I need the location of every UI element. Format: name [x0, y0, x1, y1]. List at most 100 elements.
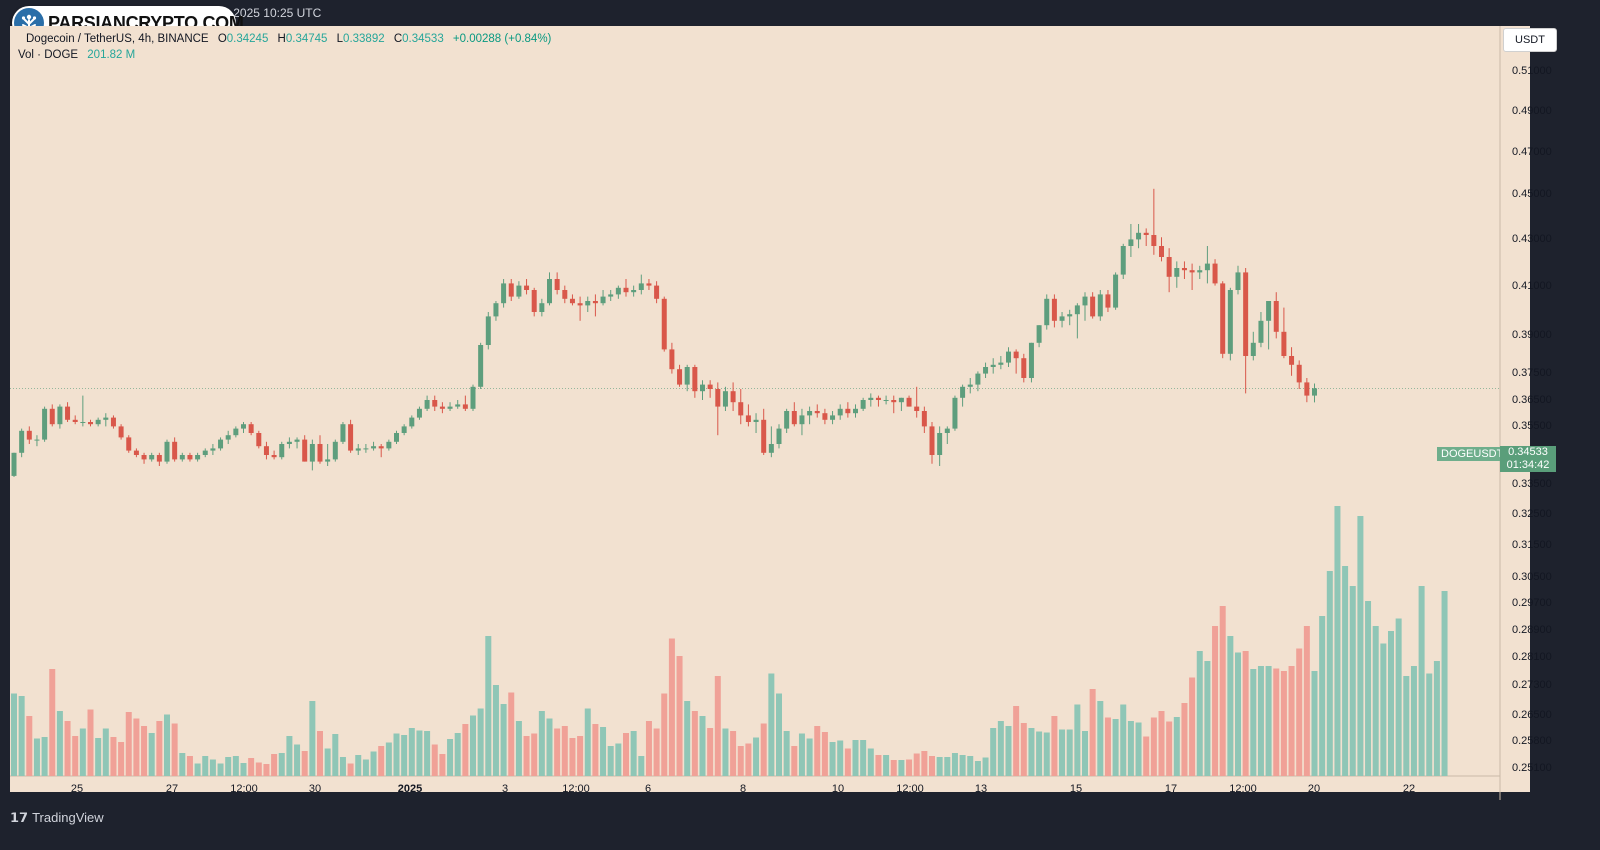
volume-bar	[447, 739, 454, 776]
volume-bar	[592, 724, 599, 776]
volume-bar	[1319, 616, 1326, 776]
chart-pane[interactable]	[10, 26, 1530, 792]
volume-bar	[164, 714, 170, 776]
candle-body	[684, 367, 690, 385]
candle-body	[569, 298, 575, 304]
candle-body	[332, 441, 338, 460]
price-chart[interactable]: 0.51000 0.49000 0.47000 0.45000 0.43000 0.410…	[10, 26, 1590, 800]
volume-bar	[485, 636, 492, 776]
candle-body	[1013, 351, 1019, 359]
x-tick-label: 6	[645, 783, 651, 795]
volume-bar	[1150, 717, 1157, 776]
volume-bar	[1059, 729, 1066, 776]
candle-body	[868, 397, 874, 400]
volume-bar	[301, 751, 308, 776]
candle-body	[807, 411, 813, 416]
candle-body	[1044, 298, 1050, 326]
volume-bar	[615, 743, 622, 776]
x-tick-label: 12:00	[562, 783, 590, 795]
volume-bar	[431, 744, 438, 776]
candle-body	[998, 362, 1004, 365]
candle-body	[1243, 272, 1249, 356]
volume-bar	[148, 733, 155, 776]
candle-body	[1090, 296, 1096, 317]
candle-body	[967, 384, 973, 387]
volume-bar	[653, 728, 660, 776]
volume-bar	[102, 728, 109, 776]
volume-bar	[477, 708, 484, 776]
candle-body	[263, 446, 269, 455]
volume-bar	[1410, 666, 1417, 776]
volume-bar	[745, 743, 752, 776]
y-tick-label: 0.39000	[1512, 329, 1552, 341]
volume-bar	[959, 755, 966, 776]
candle-body	[508, 283, 514, 297]
volume-bar	[1013, 706, 1020, 776]
volume-bar	[798, 733, 805, 776]
volume-bar	[209, 759, 216, 776]
candle-body	[715, 389, 721, 407]
volume-bar	[898, 760, 905, 776]
volume-bar	[1005, 726, 1012, 776]
volume-bar	[286, 736, 293, 776]
volume-bar	[921, 751, 928, 776]
candle-body	[118, 426, 124, 438]
volume-bar	[309, 701, 316, 776]
candle-body	[1227, 290, 1233, 354]
volume-bar	[875, 755, 882, 776]
candle-body	[11, 452, 17, 476]
candle-body	[432, 400, 438, 407]
volume-bar	[776, 693, 782, 776]
candle-body	[1304, 382, 1310, 396]
volume-bar	[492, 685, 499, 776]
volume-bar	[202, 756, 209, 776]
volume-bar	[1028, 728, 1035, 776]
candle-body	[325, 459, 331, 462]
high-value: 0.34745	[285, 33, 328, 45]
volume-bar	[714, 676, 721, 776]
candle-body	[776, 428, 782, 444]
volume-bar	[699, 716, 706, 776]
y-tick-label: 0.27300	[1512, 679, 1552, 691]
volume-bar	[1036, 731, 1043, 776]
volume-bar	[967, 756, 974, 776]
volume-bar	[1380, 643, 1387, 776]
volume-bar	[1365, 601, 1372, 776]
candle-body	[1059, 316, 1065, 321]
currency-selector[interactable]: USDT	[1503, 28, 1557, 52]
volume-bar	[11, 693, 17, 776]
candle-body	[1212, 263, 1218, 284]
bar-countdown: 01:34:42	[1506, 459, 1550, 471]
volume-bar	[1403, 676, 1410, 776]
x-tick-label: 12:00	[230, 783, 258, 795]
y-tick-label: 0.49000	[1512, 105, 1552, 117]
candle-body	[317, 444, 323, 462]
volume-bar	[462, 724, 469, 776]
candle-body	[845, 408, 851, 414]
candle-body	[1021, 358, 1027, 378]
volume-bar	[271, 754, 278, 776]
candle-body	[768, 444, 774, 453]
volume-bar	[837, 740, 844, 776]
candle-body	[225, 435, 231, 440]
y-tick-label: 0.51000	[1512, 65, 1552, 77]
tradingview-brand[interactable]: 𝟭𝟳 TradingView	[10, 810, 104, 826]
candle-body	[547, 279, 552, 304]
candle-body	[1105, 294, 1111, 308]
x-tick-label: 20	[1308, 783, 1320, 795]
candle-body	[241, 424, 246, 429]
candle-body	[409, 417, 415, 427]
candle-body	[1174, 268, 1180, 277]
volume-bar	[317, 731, 323, 776]
candle-body	[1113, 274, 1119, 308]
volume-bar	[936, 757, 943, 776]
volume-bar	[401, 735, 408, 776]
volume-bar	[347, 763, 354, 776]
volume-bar	[378, 746, 385, 776]
candle-body	[1281, 331, 1287, 356]
volume-bar	[554, 728, 561, 776]
candle-body	[95, 419, 101, 425]
volume-bar	[1212, 626, 1219, 776]
volume-bar	[1235, 652, 1241, 776]
candle-body	[1258, 320, 1264, 343]
